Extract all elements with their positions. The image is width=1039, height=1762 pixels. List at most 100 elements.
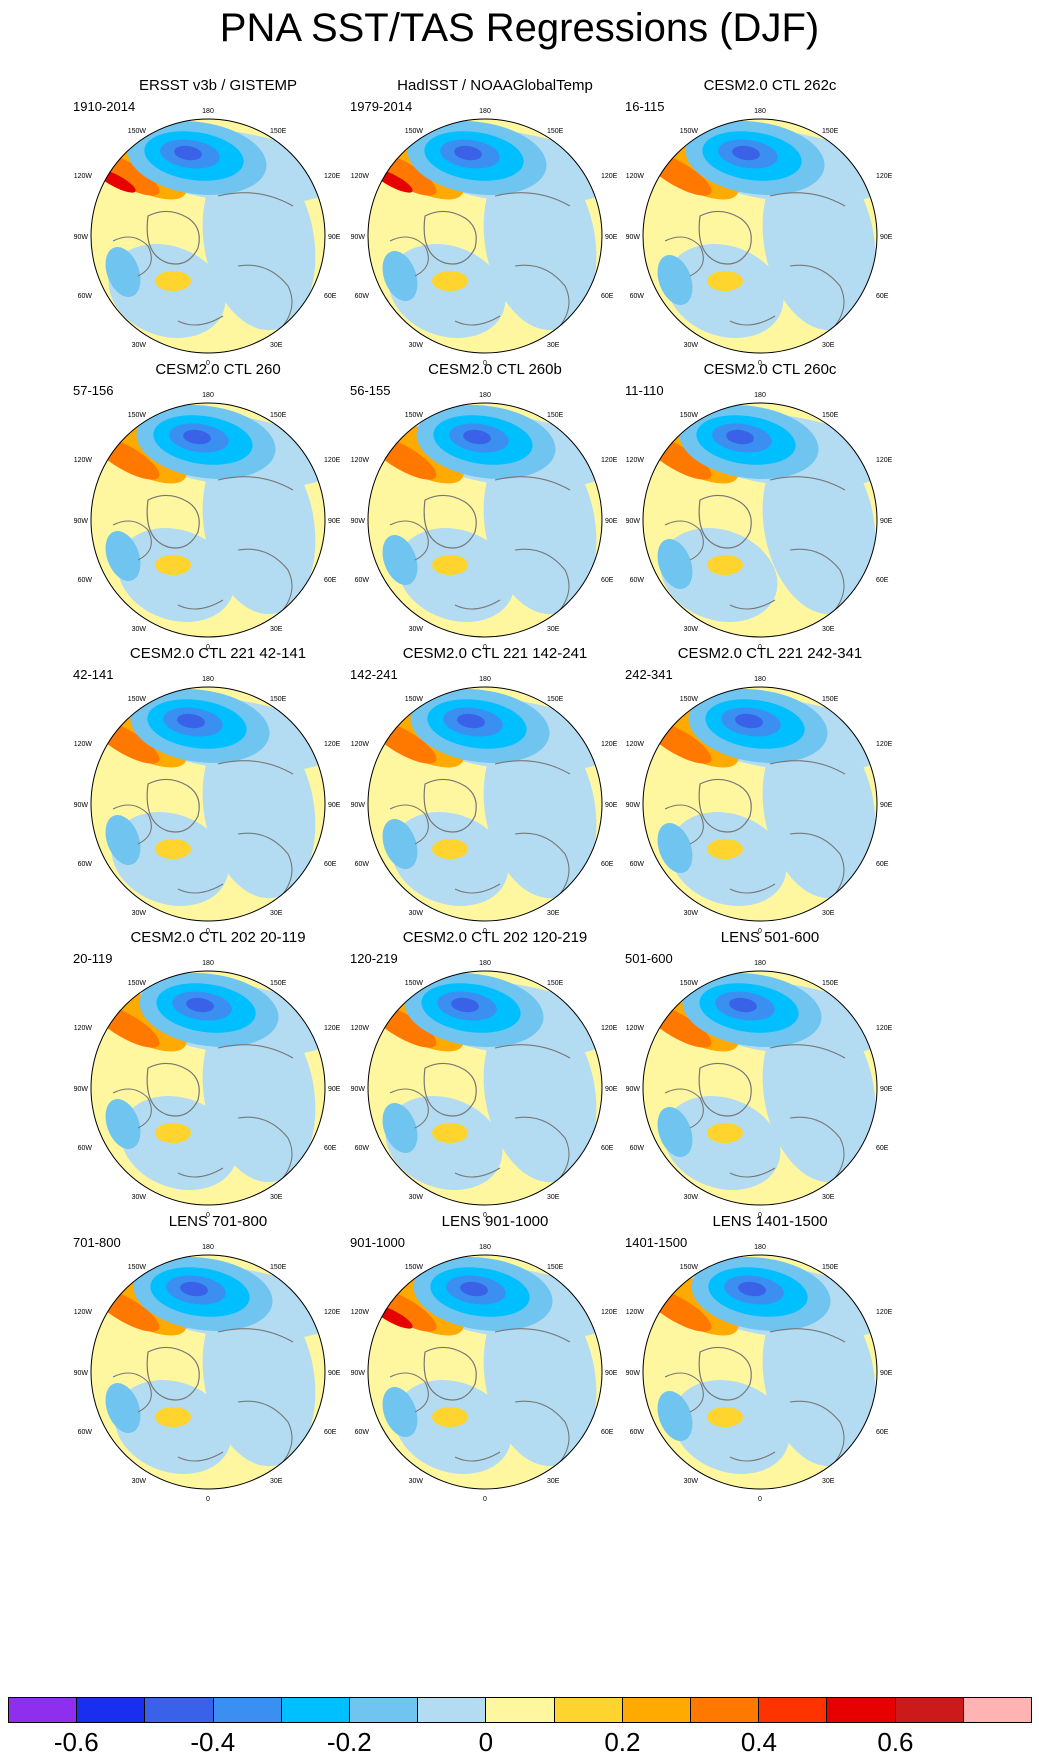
- longitude-label: 90E: [880, 234, 893, 241]
- longitude-label: 60E: [876, 1429, 889, 1436]
- longitude-label: 30W: [684, 342, 699, 349]
- panel-title: CESM2.0 CTL 221 142-241: [402, 645, 588, 662]
- longitude-label: 150E: [270, 696, 287, 703]
- map-panel: CESM2.0 CTL 221 242-341 242-341 180 150W 150…: [620, 644, 920, 954]
- longitude-label: 0: [483, 1212, 487, 1219]
- coastline-americas: [389, 236, 501, 326]
- coastline-greenland: [423, 494, 477, 549]
- panel-period: 701-800: [73, 1235, 121, 1250]
- panel-period: 57-156: [73, 383, 114, 398]
- longitude-label: 30E: [547, 910, 560, 917]
- longitude-label: 150W: [680, 1264, 699, 1271]
- coastline-greenland: [423, 778, 477, 833]
- longitude-label: 120W: [74, 457, 93, 464]
- colorbar-swatch: [622, 1698, 692, 1722]
- longitude-label: 60E: [601, 1145, 614, 1152]
- longitude-label: 60W: [630, 293, 645, 300]
- longitude-label: 60E: [324, 861, 337, 868]
- coastline-americas: [112, 804, 224, 894]
- positive-anomaly-north-atlantic: [432, 1407, 468, 1427]
- panel-period: 56-155: [350, 383, 391, 398]
- panel-period: 120-219: [350, 951, 398, 966]
- longitude-label: 60W: [78, 293, 93, 300]
- longitude-label: 0: [758, 928, 762, 935]
- coastline-eurasia: [769, 192, 846, 327]
- panel-title: CESM2.0 CTL 221 42-141: [129, 645, 307, 662]
- panel-period: 42-141: [73, 667, 114, 682]
- colorbar-swatch: [145, 1698, 214, 1722]
- coastline-americas: [389, 520, 501, 610]
- longitude-label: 120W: [74, 741, 93, 748]
- longitude-label: 0: [206, 644, 210, 651]
- longitude-label: 0: [483, 644, 487, 651]
- longitude-label: 60E: [324, 577, 337, 584]
- longitude-label: 60W: [78, 1429, 93, 1436]
- longitude-label: 60W: [630, 1145, 645, 1152]
- coastline-americas: [389, 1372, 501, 1462]
- negative-anomaly-gulf: [382, 1102, 418, 1154]
- longitude-label: 60E: [876, 577, 889, 584]
- negative-anomaly-north-pacific-center: [180, 1281, 208, 1297]
- coastline-americas: [664, 520, 776, 610]
- longitude-label: 90W: [626, 234, 641, 241]
- coastline-americas: [112, 520, 224, 610]
- longitude-label: 150E: [270, 1264, 287, 1271]
- negative-anomaly-atlantic: [385, 1095, 503, 1191]
- panel-title: CESM2.0 CTL 260: [155, 361, 281, 378]
- longitude-label: 120E: [324, 457, 341, 464]
- polar-map: 180 150W 150E 120W 120E 90W 90E 60W 60E 30W 30E 0: [351, 108, 618, 367]
- panel-period: 20-119: [73, 951, 113, 966]
- colorbar-swatches: [8, 1697, 1032, 1723]
- longitude-label: 90E: [605, 802, 618, 809]
- coastline-eurasia: [769, 760, 846, 895]
- coastline-americas: [389, 1088, 501, 1178]
- map-panel: LENS 701-800 701-800 180 150W 150E 120W 120E 90…: [68, 1212, 368, 1522]
- longitude-label: 60W: [78, 577, 93, 584]
- map-panel: LENS 901-1000 901-1000 180 150W 150E 120W 120E…: [345, 1212, 645, 1522]
- longitude-label: 90W: [626, 1370, 641, 1377]
- negative-anomaly-atlantic: [660, 527, 778, 623]
- negative-anomaly-north-pacific-center: [457, 713, 485, 729]
- map-boundary: [90, 402, 326, 638]
- polar-map: 180 150W 150E 120W 120E 90W 90E 60W 60E 30W 30E 0: [74, 676, 341, 935]
- coastline-greenland: [146, 778, 200, 833]
- colorbar-swatch: [827, 1698, 896, 1722]
- longitude-label: 120E: [876, 173, 893, 180]
- panel-period: 11-110: [625, 383, 664, 398]
- longitude-label: 30E: [547, 1478, 560, 1485]
- longitude-label: 90E: [328, 234, 341, 241]
- negative-anomaly-gulf: [105, 246, 141, 298]
- panel-period: 142-241: [350, 667, 398, 682]
- polar-map: 180 150W 150E 120W 120E 90W 90E 60W 60E 30W 30E 0: [351, 1244, 618, 1503]
- longitude-label: 150E: [270, 980, 287, 987]
- longitude-label: 30W: [409, 1194, 424, 1201]
- positive-anomaly-north-atlantic: [432, 555, 468, 575]
- positive-anomaly-north-atlantic: [707, 1407, 743, 1427]
- longitude-label: 90E: [880, 1086, 893, 1093]
- longitude-label: 30W: [409, 1478, 424, 1485]
- coastline-eurasia: [217, 1044, 294, 1179]
- map-panel: CESM2.0 CTL 202 20-119 20-119 180 150W 150E 1…: [68, 928, 368, 1238]
- positive-anomaly-north-atlantic: [155, 555, 191, 575]
- longitude-label: 30E: [547, 342, 560, 349]
- longitude-label: 90E: [605, 518, 618, 525]
- longitude-label: 90E: [605, 234, 618, 241]
- negative-anomaly-atlantic: [663, 1095, 781, 1191]
- negative-anomaly-north-pacific-center: [454, 145, 482, 161]
- panel-title: CESM2.0 CTL 202 120-219: [402, 929, 588, 946]
- longitude-label: 60E: [601, 1429, 614, 1436]
- coastline-greenland: [698, 1062, 752, 1117]
- longitude-label: 30W: [409, 626, 424, 633]
- map-boundary: [90, 1254, 326, 1490]
- panel-period: 1910-2014: [73, 99, 136, 114]
- map-panel: LENS 501-600 501-600 180 150W 150E 120W 120E 90…: [620, 928, 920, 1238]
- longitude-label: 180: [479, 676, 491, 683]
- longitude-label: 120E: [601, 1025, 618, 1032]
- longitude-label: 60W: [355, 861, 370, 868]
- longitude-label: 180: [479, 392, 491, 399]
- coastline-eurasia: [494, 1044, 571, 1179]
- colorbar-swatch: [77, 1698, 146, 1722]
- longitude-label: 30W: [684, 910, 699, 917]
- positive-anomaly-north-atlantic: [707, 1123, 743, 1143]
- panel-period: 242-341: [625, 667, 673, 682]
